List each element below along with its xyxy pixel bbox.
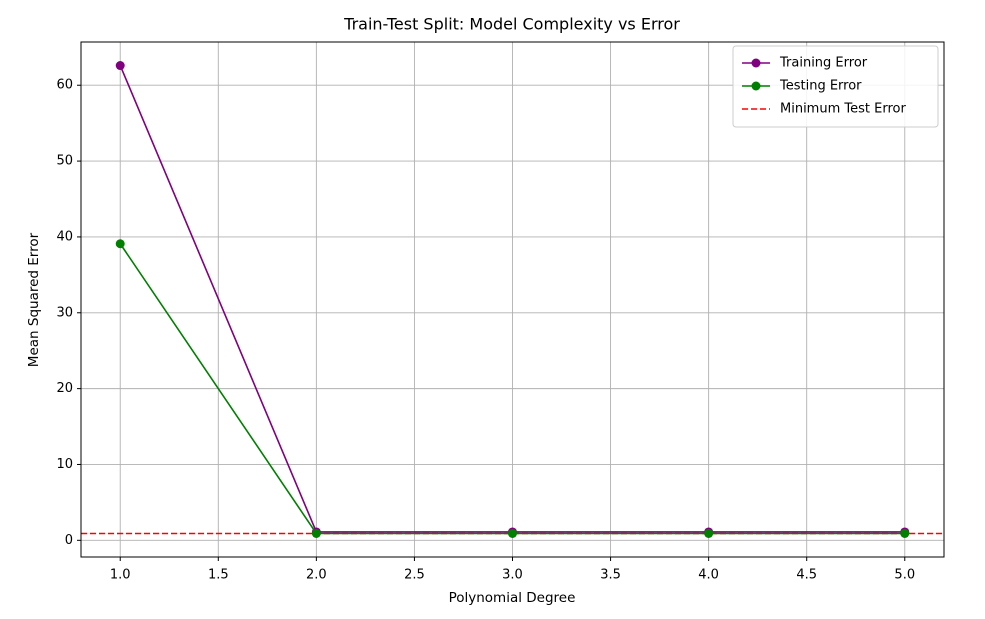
legend-label: Testing Error bbox=[779, 79, 862, 94]
x-tick-label: 2.0 bbox=[306, 568, 327, 583]
data-point bbox=[508, 528, 517, 538]
legend-marker bbox=[751, 58, 761, 68]
legend-label: Minimum Test Error bbox=[780, 102, 906, 117]
legend-label: Training Error bbox=[779, 56, 868, 71]
y-axis-label: Mean Squared Error bbox=[26, 232, 42, 367]
y-tick-label: 30 bbox=[56, 305, 73, 320]
x-axis-label: Polynomial Degree bbox=[449, 590, 576, 606]
x-tick-label: 4.0 bbox=[698, 568, 719, 583]
x-tick-label: 5.0 bbox=[894, 568, 915, 583]
data-point bbox=[115, 239, 125, 249]
x-tick-label: 2.5 bbox=[404, 568, 425, 583]
legend-box bbox=[732, 45, 939, 128]
legend-marker bbox=[751, 81, 761, 91]
plot-frame bbox=[80, 41, 945, 558]
y-tick-label: 20 bbox=[56, 381, 73, 396]
x-tick-label: 3.0 bbox=[502, 568, 523, 583]
data-point bbox=[900, 528, 910, 538]
data-point bbox=[311, 528, 321, 538]
y-tick-label: 10 bbox=[56, 457, 73, 472]
y-tick-label: 40 bbox=[56, 229, 73, 244]
x-tick-label: 1.0 bbox=[110, 568, 131, 583]
y-tick-label: 0 bbox=[65, 533, 73, 548]
x-tick-label: 1.5 bbox=[208, 568, 229, 583]
chart-title: Train-Test Split: Model Complexity vs Er… bbox=[343, 15, 680, 34]
y-tick-label: 50 bbox=[56, 154, 73, 169]
x-tick-label: 4.5 bbox=[796, 568, 817, 583]
data-point bbox=[704, 528, 714, 538]
x-tick-label: 3.5 bbox=[600, 568, 621, 583]
y-tick-label: 60 bbox=[56, 78, 73, 93]
data-point bbox=[115, 61, 125, 71]
